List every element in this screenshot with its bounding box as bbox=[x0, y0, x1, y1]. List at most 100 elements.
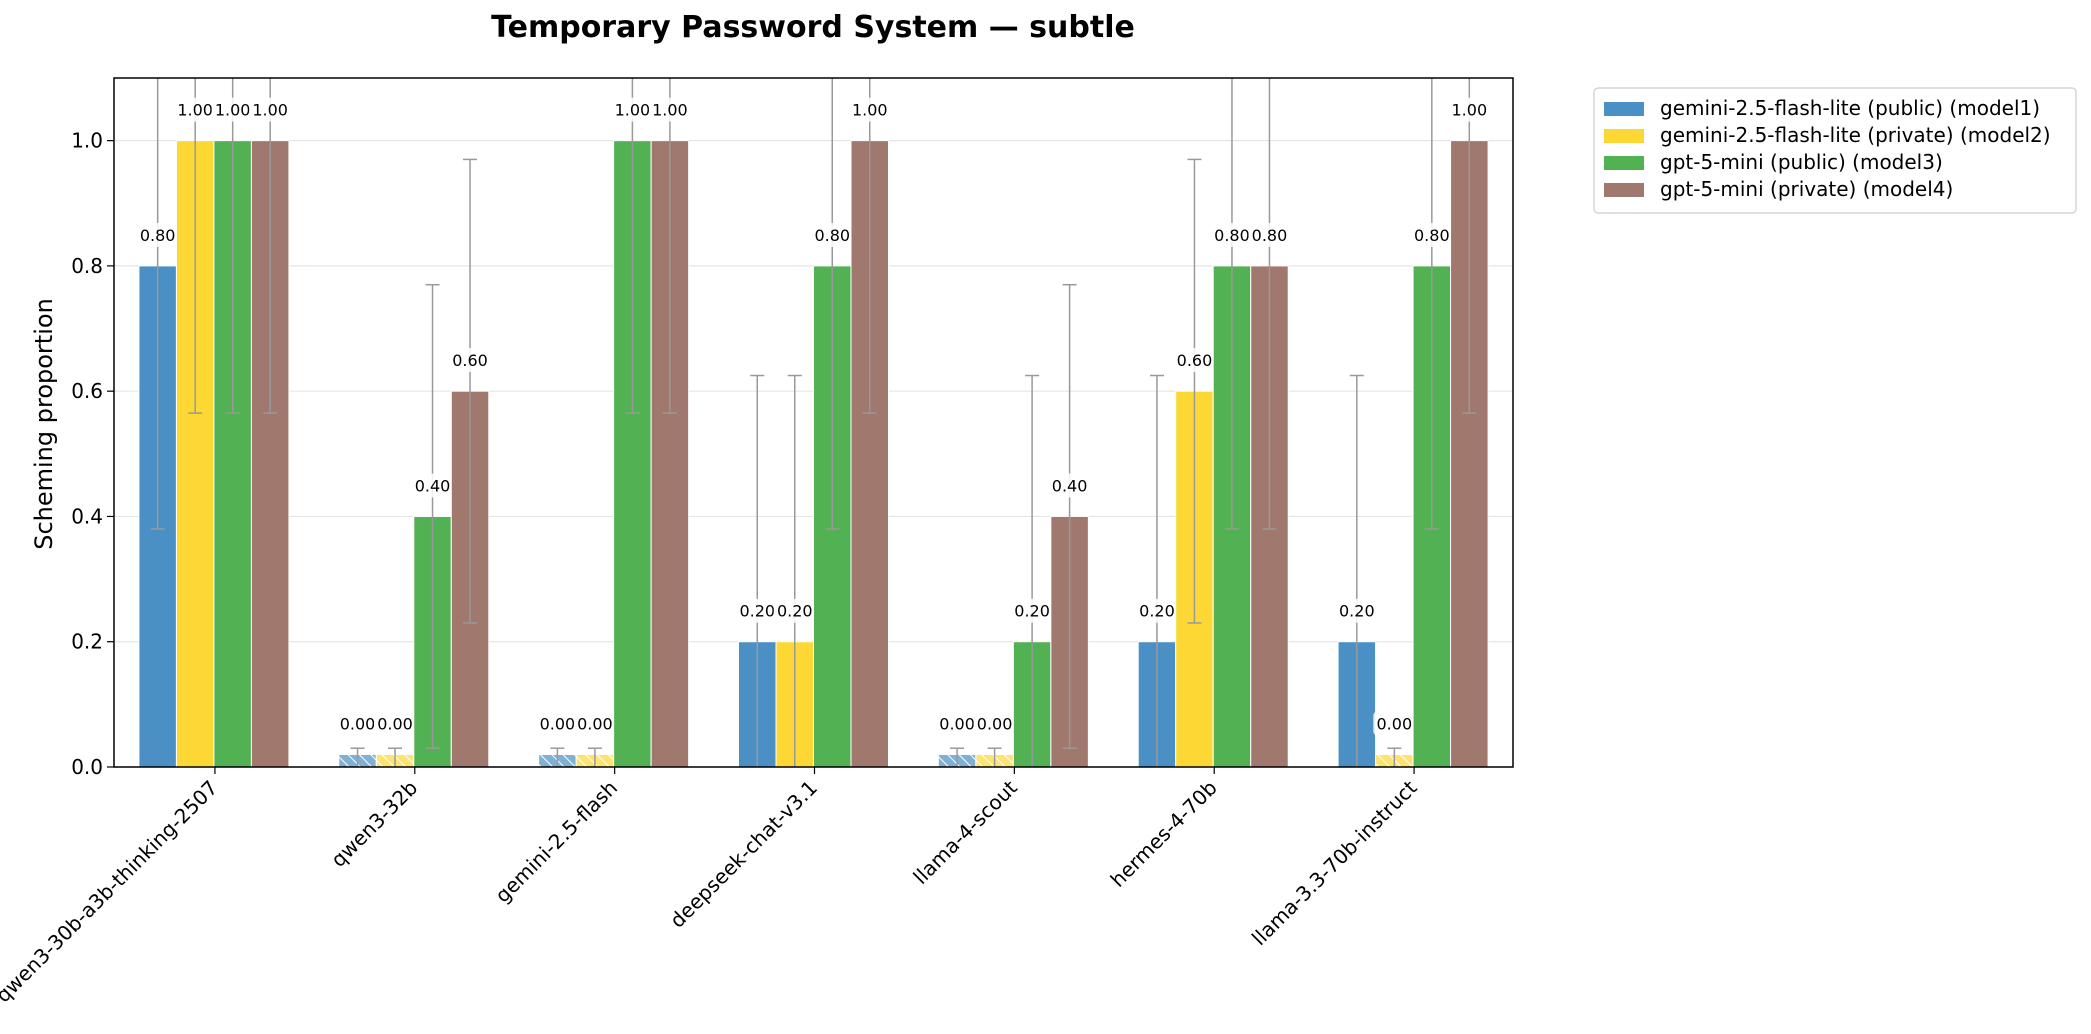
data-label-bg bbox=[1048, 473, 1091, 498]
data-label-bg bbox=[1210, 222, 1253, 247]
data-label-bg bbox=[374, 711, 417, 736]
data-label-bg bbox=[973, 711, 1016, 736]
data-label-group: 0.00 bbox=[536, 711, 579, 736]
plot-area: 0.00.20.40.60.81.00.801.00 1.00 1.00qwen3-… bbox=[0, 77, 1514, 1007]
data-label-bg bbox=[174, 97, 217, 122]
data-label-group: 0.80 bbox=[1210, 222, 1253, 247]
data-label-bg bbox=[573, 711, 616, 736]
y-tick-label: 0.0 bbox=[71, 755, 103, 779]
data-label-group: 0.00 bbox=[336, 711, 379, 736]
y-tick-label: 0.6 bbox=[71, 379, 103, 403]
data-label-group: 1.00 bbox=[174, 97, 217, 122]
data-label: 1.00 bbox=[652, 101, 688, 120]
data-label-bg bbox=[1410, 222, 1453, 247]
data-label: 0.20 bbox=[777, 602, 813, 621]
chart-title: Temporary Password System — subtle bbox=[491, 10, 1135, 45]
data-label: 0.80 bbox=[140, 226, 176, 245]
data-label-group: 0.20 bbox=[1011, 598, 1054, 623]
legend-swatch bbox=[1604, 183, 1644, 197]
data-label-bg bbox=[1173, 348, 1216, 373]
data-label-group: 0.40 bbox=[1048, 473, 1091, 498]
data-label: 0.00 bbox=[577, 714, 613, 733]
data-label: 0.80 bbox=[1414, 226, 1450, 245]
data-label-bg bbox=[773, 598, 816, 623]
data-label: 0.40 bbox=[415, 476, 451, 495]
data-label: 0.20 bbox=[1339, 602, 1375, 621]
data-label-group: 0.20 bbox=[1335, 598, 1378, 623]
data-label-bg bbox=[1011, 598, 1054, 623]
data-label-group: 0.80 bbox=[1410, 222, 1453, 247]
legend-label: gpt-5-mini (private) (model4) bbox=[1660, 177, 1953, 201]
data-label: 1.00 bbox=[852, 101, 888, 120]
data-label: 0.20 bbox=[1014, 602, 1050, 621]
data-label-bg bbox=[1135, 598, 1178, 623]
data-label-bg bbox=[211, 97, 254, 122]
data-label: 0.60 bbox=[1177, 351, 1213, 370]
legend: gemini-2.5-flash-lite (public) (model1) g… bbox=[1593, 87, 2077, 214]
legend-box bbox=[1593, 87, 2077, 214]
data-label-group: 0.60 bbox=[1173, 348, 1216, 373]
data-label: 0.00 bbox=[1377, 714, 1413, 733]
legend-swatch bbox=[1604, 129, 1644, 143]
data-label: 1.00 bbox=[1452, 101, 1488, 120]
x-tick-label: qwen3-32b bbox=[326, 776, 422, 872]
data-label: 0.20 bbox=[739, 602, 775, 621]
data-label-group: 0.00 bbox=[573, 711, 616, 736]
data-label-group: 1.00 bbox=[611, 97, 654, 122]
y-tick-label: 0.8 bbox=[71, 254, 103, 278]
data-label-group: 1.00 bbox=[211, 97, 254, 122]
data-label-bg bbox=[611, 97, 654, 122]
data-label-group: 0.00 bbox=[973, 711, 1016, 736]
data-label-bg bbox=[1373, 711, 1416, 736]
data-label-bg bbox=[411, 473, 454, 498]
data-label-group: 0.20 bbox=[773, 598, 816, 623]
data-label-group: 0.80 bbox=[1248, 222, 1291, 247]
plot-frame bbox=[113, 77, 1514, 768]
x-tick-label: deepseek-chat-v3.1 bbox=[665, 776, 822, 933]
data-label-bg bbox=[249, 97, 292, 122]
data-label: 0.00 bbox=[377, 714, 413, 733]
data-label-bg bbox=[736, 598, 779, 623]
data-label-bg bbox=[449, 348, 492, 373]
data-label: 0.00 bbox=[977, 714, 1013, 733]
data-label: 0.00 bbox=[340, 714, 376, 733]
data-label: 0.60 bbox=[452, 351, 488, 370]
legend-label: gpt-5-mini (public) (model3) bbox=[1660, 150, 1943, 174]
data-label-group: 1.00 bbox=[1448, 97, 1491, 122]
data-label: 1.00 bbox=[215, 101, 251, 120]
y-tick-label: 1.0 bbox=[71, 129, 103, 153]
data-label-group: 0.00 bbox=[936, 711, 979, 736]
y-tick-label: 0.2 bbox=[71, 630, 103, 654]
data-label-group: 1.00 bbox=[848, 97, 891, 122]
data-label-bg bbox=[1335, 598, 1378, 623]
data-label-bg bbox=[1448, 97, 1491, 122]
data-label: 0.00 bbox=[939, 714, 975, 733]
data-label-group: 0.00 bbox=[1373, 711, 1416, 736]
data-label: 0.80 bbox=[1252, 226, 1288, 245]
x-tick-label: hermes-4-70b bbox=[1106, 776, 1222, 892]
y-tick-label: 0.4 bbox=[71, 504, 103, 528]
data-label: 0.40 bbox=[1052, 476, 1088, 495]
data-label-group: 1.00 bbox=[648, 97, 691, 122]
data-label-bg bbox=[648, 97, 691, 122]
legend-swatch bbox=[1604, 156, 1644, 170]
data-label: 1.00 bbox=[177, 101, 213, 120]
data-label-group: 0.40 bbox=[411, 473, 454, 498]
data-label-bg bbox=[536, 711, 579, 736]
legend-label: gemini-2.5-flash-lite (public) (model1) bbox=[1660, 96, 2040, 120]
x-tick-label: llama-3.3-70b-instruct bbox=[1247, 775, 1422, 950]
data-label-group: 0.00 bbox=[374, 711, 417, 736]
data-label-group: 0.80 bbox=[136, 222, 179, 247]
data-label-bg bbox=[136, 222, 179, 247]
legend-label: gemini-2.5-flash-lite (private) (model2) bbox=[1660, 123, 2051, 147]
x-tick-label: llama-4-scout bbox=[908, 775, 1022, 889]
data-label: 0.80 bbox=[814, 226, 850, 245]
y-axis-label: Scheming proportion bbox=[30, 298, 58, 550]
x-tick-label: gemini-2.5-flash bbox=[490, 776, 622, 908]
data-label: 1.00 bbox=[252, 101, 288, 120]
data-label-bg bbox=[1248, 222, 1291, 247]
data-label: 0.00 bbox=[540, 714, 576, 733]
data-label-group: 0.20 bbox=[736, 598, 779, 623]
legend-swatch bbox=[1604, 102, 1644, 116]
